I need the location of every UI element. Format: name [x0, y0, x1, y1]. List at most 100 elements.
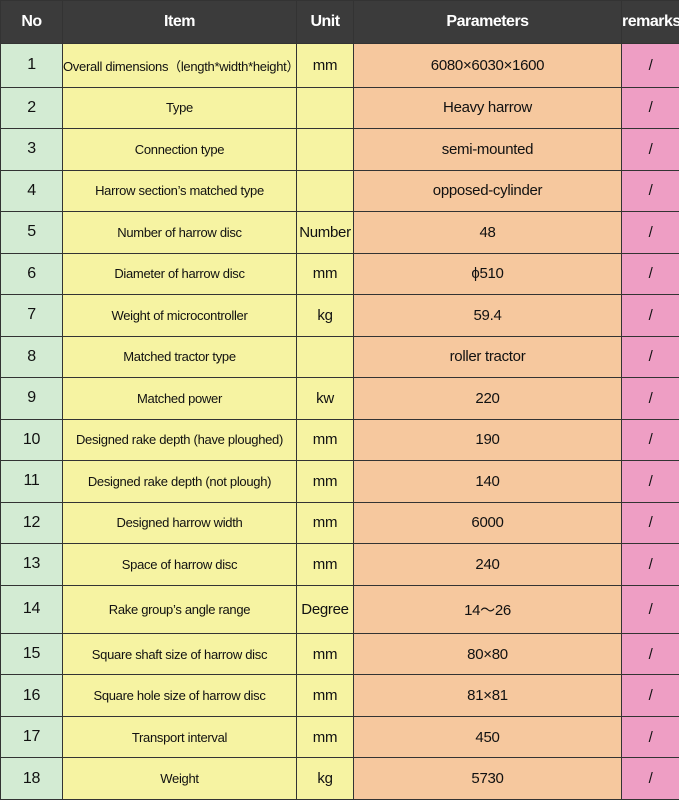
- table-body: 1 Overall dimensions（length*width*height）…: [0, 43, 679, 800]
- table-row: 3 Connection type semi-mounted /: [0, 128, 679, 171]
- table-cell: 6: [0, 252, 63, 296]
- table-cell: Matched power: [62, 377, 297, 420]
- table-cell: [296, 128, 354, 171]
- table-cell: 2: [0, 86, 63, 130]
- header-cell: Unit: [296, 0, 354, 44]
- header-row: No Item Unit Parameters remarks: [0, 0, 679, 44]
- table-cell: /: [621, 294, 679, 337]
- table-row: 17 Transport interval mm 450/: [0, 715, 679, 759]
- table-cell: 81×81: [353, 674, 622, 717]
- table-row: 10 Designed rake depth (have ploughed) mm 1…: [0, 418, 679, 462]
- table-cell: mm: [296, 501, 354, 545]
- table-cell: mm: [296, 43, 354, 88]
- table-row: 16 Square hole size of harrow disc mm 81×81…: [0, 674, 679, 717]
- table-cell: /: [621, 460, 679, 503]
- table-cell: /: [621, 501, 679, 545]
- table-cell: ϕ510: [353, 252, 622, 296]
- header-cell: Parameters: [353, 0, 622, 44]
- header-cell: remarks: [621, 0, 679, 44]
- table-cell: Harrow section’s matched type: [62, 169, 297, 213]
- table-row: 2 Type Heavy harrow /: [0, 86, 679, 130]
- table-row: 15 Square shaft size of harrow disc mm 80×8…: [0, 632, 679, 676]
- table-cell: opposed-cylinder: [353, 169, 622, 213]
- table-cell: mm: [296, 715, 354, 759]
- table-row: 11 Designed rake depth (not plough) mm 140/: [0, 460, 679, 503]
- table-cell: /: [621, 584, 679, 634]
- table-cell: Rake group’s angle range: [62, 584, 297, 634]
- table-cell: Designed harrow width: [62, 501, 297, 545]
- table-cell: Square hole size of harrow disc: [62, 674, 297, 717]
- table-cell: mm: [296, 460, 354, 503]
- table-cell: 15: [0, 632, 63, 676]
- table-cell: Degree: [296, 584, 354, 634]
- table-cell: 80×80: [353, 632, 622, 676]
- table-row: 13 Space of harrow disc mm 240/: [0, 543, 679, 586]
- table-row: 6 Diameter of harrow disc mm ϕ510/: [0, 252, 679, 296]
- table-cell: Overall dimensions（length*width*height）: [62, 43, 297, 88]
- table-cell: /: [621, 632, 679, 676]
- table-cell: mm: [296, 418, 354, 462]
- table-cell: 18: [0, 757, 63, 800]
- table-cell: Connection type: [62, 128, 297, 171]
- table-cell: roller tractor: [353, 335, 622, 379]
- table-cell: Transport interval: [62, 715, 297, 759]
- table-cell: 450: [353, 715, 622, 759]
- table-row: 7 Weight of microcontroller kg 59.4/: [0, 294, 679, 337]
- table-cell: 48: [353, 211, 622, 254]
- table-cell: Square shaft size of harrow disc: [62, 632, 297, 676]
- table-cell: 5730: [353, 757, 622, 800]
- table-cell: Space of harrow disc: [62, 543, 297, 586]
- table-cell: 10: [0, 418, 63, 462]
- table-cell: 9: [0, 377, 63, 420]
- table-cell: Weight of microcontroller: [62, 294, 297, 337]
- table-cell: 190: [353, 418, 622, 462]
- table-cell: 59.4: [353, 294, 622, 337]
- table-cell: mm: [296, 252, 354, 296]
- table-cell: Diameter of harrow disc: [62, 252, 297, 296]
- table-cell: Designed rake depth (not plough): [62, 460, 297, 503]
- table-cell: /: [621, 335, 679, 379]
- table-cell: 7: [0, 294, 63, 337]
- table-row: 8 Matched tractor type roller tractor /: [0, 335, 679, 379]
- table-cell: 12: [0, 501, 63, 545]
- table-cell: Designed rake depth (have ploughed): [62, 418, 297, 462]
- table-cell: mm: [296, 674, 354, 717]
- table-cell: kw: [296, 377, 354, 420]
- table-cell: 5: [0, 211, 63, 254]
- table-cell: Heavy harrow: [353, 86, 622, 130]
- table-cell: /: [621, 86, 679, 130]
- table-cell: 13: [0, 543, 63, 586]
- table-cell: /: [621, 252, 679, 296]
- table-cell: 240: [353, 543, 622, 586]
- table-cell: 220: [353, 377, 622, 420]
- table-cell: /: [621, 418, 679, 462]
- table-cell: 3: [0, 128, 63, 171]
- header-cell: No: [0, 0, 63, 44]
- table-cell: /: [621, 757, 679, 800]
- table-row: 5 Number of harrow disc Number 48/: [0, 211, 679, 254]
- table-row: 9 Matched power kw 220/: [0, 377, 679, 420]
- table-cell: [296, 169, 354, 213]
- table-row: 1 Overall dimensions（length*width*height）…: [0, 43, 679, 88]
- table-cell: mm: [296, 632, 354, 676]
- table-cell: mm: [296, 543, 354, 586]
- table-cell: /: [621, 169, 679, 213]
- table-cell: kg: [296, 757, 354, 800]
- table-cell: Weight: [62, 757, 297, 800]
- table-cell: /: [621, 715, 679, 759]
- table-cell: semi-mounted: [353, 128, 622, 171]
- table-cell: 16: [0, 674, 63, 717]
- table-cell: /: [621, 543, 679, 586]
- table-cell: Type: [62, 86, 297, 130]
- table-cell: Number: [296, 211, 354, 254]
- table-cell: kg: [296, 294, 354, 337]
- table-cell: /: [621, 377, 679, 420]
- table-cell: [296, 86, 354, 130]
- table-row: 4 Harrow section’s matched type opposed-cy…: [0, 169, 679, 213]
- table-cell: Matched tractor type: [62, 335, 297, 379]
- header-cell: Item: [62, 0, 297, 44]
- table-cell: 14～26: [353, 584, 622, 634]
- table-cell: 17: [0, 715, 63, 759]
- table-cell: 140: [353, 460, 622, 503]
